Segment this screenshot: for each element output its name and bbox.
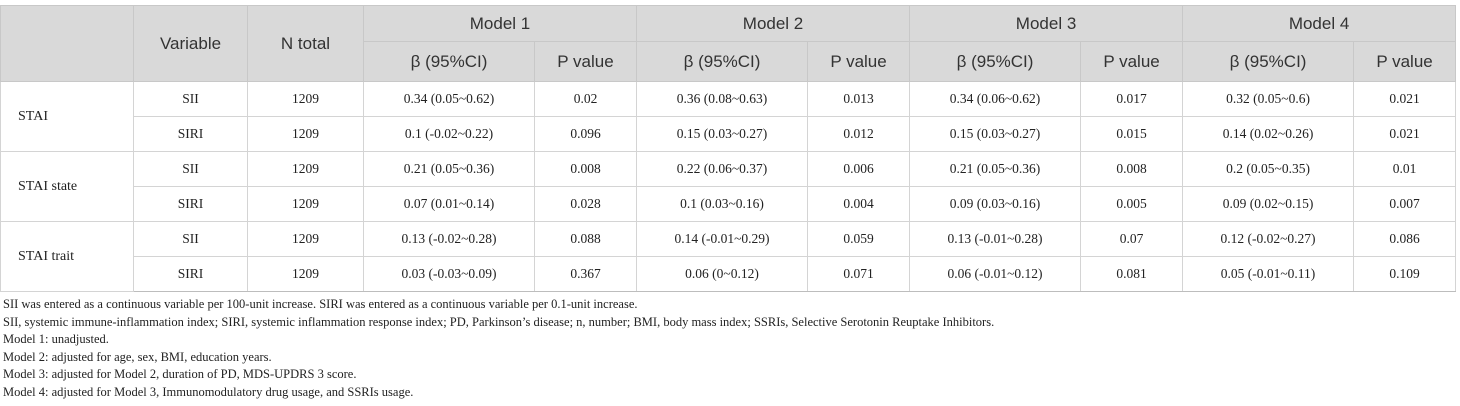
beta-cell: 0.36 (0.08~0.63) <box>636 81 809 117</box>
header-empty <box>0 5 134 82</box>
beta-cell: 0.06 (0~0.12) <box>636 256 809 292</box>
footnote-model-3: Model 3: adjusted for Model 2, duration … <box>3 367 357 382</box>
pvalue-cell: 0.081 <box>1080 256 1184 292</box>
beta-cell: 0.15 (0.03~0.27) <box>636 116 809 152</box>
results-table: Variable N total Model 1 Model 2 Model 3… <box>0 5 1457 292</box>
beta-cell: 0.34 (0.05~0.62) <box>363 81 535 117</box>
pvalue-cell: 0.071 <box>807 256 911 292</box>
pvalue-cell: 0.008 <box>533 151 638 187</box>
footnote-model-1: Model 1: unadjusted. <box>3 332 109 347</box>
beta-cell: 0.12 (-0.02~0.27) <box>1182 221 1355 257</box>
beta-cell: 0.34 (0.06~0.62) <box>909 81 1082 117</box>
pvalue-cell: 0.007 <box>1353 186 1457 222</box>
pvalue-cell: 0.028 <box>533 186 638 222</box>
header-model-4: Model 4 <box>1182 5 1457 42</box>
header-model-3: Model 3 <box>909 5 1184 42</box>
pvalue-cell: 0.01 <box>1353 151 1457 187</box>
pvalue-cell: 0.012 <box>807 116 911 152</box>
n-total-cell: 1209 <box>247 256 364 292</box>
beta-cell: 0.13 (-0.01~0.28) <box>909 221 1082 257</box>
pvalue-cell: 0.021 <box>1353 116 1457 152</box>
pvalue-cell: 0.367 <box>533 256 638 292</box>
pvalue-cell: 0.096 <box>533 116 638 152</box>
beta-cell: 0.14 (-0.01~0.29) <box>636 221 809 257</box>
pvalue-cell: 0.021 <box>1353 81 1457 117</box>
beta-cell: 0.03 (-0.03~0.09) <box>363 256 535 292</box>
beta-cell: 0.1 (-0.02~0.22) <box>363 116 535 152</box>
beta-cell: 0.07 (0.01~0.14) <box>363 186 535 222</box>
pvalue-cell: 0.013 <box>807 81 911 117</box>
beta-cell: 0.09 (0.02~0.15) <box>1182 186 1355 222</box>
pvalue-cell: 0.088 <box>533 221 638 257</box>
n-total-cell: 1209 <box>247 116 364 152</box>
footnote-abbreviations: SII, systemic immune-inflammation index;… <box>3 314 995 329</box>
pvalue-cell: 0.017 <box>1080 81 1184 117</box>
header-model-1: Model 1 <box>362 5 638 42</box>
variable-cell: SIRI <box>133 186 248 222</box>
group-label: STAI <box>0 81 134 152</box>
header-pvalue: P value <box>1353 41 1457 82</box>
variable-cell: SII <box>133 151 248 187</box>
table-row: STAI SII 1209 0.34 (0.05~0.62) 0.02 0.36… <box>0 81 1457 152</box>
table-footnotes: SII was entered as a continuous variable… <box>3 296 994 402</box>
pvalue-cell: 0.004 <box>807 186 911 222</box>
n-total-cell: 1209 <box>247 221 364 257</box>
n-total-cell: 1209 <box>247 81 364 117</box>
beta-cell: 0.21 (0.05~0.36) <box>909 151 1082 187</box>
footnote-units: SII was entered as a continuous variable… <box>3 297 638 311</box>
beta-cell: 0.21 (0.05~0.36) <box>363 151 535 187</box>
header-beta: β (95%CI) <box>636 41 809 82</box>
variable-cell: SII <box>133 81 248 117</box>
pvalue-cell: 0.059 <box>807 221 911 257</box>
group-label: STAI trait <box>0 221 134 292</box>
table-row: SIRI 1209 0.07 (0.01~0.14) 0.028 0.1 (0.… <box>1 186 1457 222</box>
header-variable: Variable <box>133 5 248 82</box>
header-pvalue: P value <box>533 41 638 82</box>
beta-cell: 0.13 (-0.02~0.28) <box>363 221 535 257</box>
beta-cell: 0.14 (0.02~0.26) <box>1182 116 1355 152</box>
pvalue-cell: 0.109 <box>1353 256 1457 292</box>
pvalue-cell: 0.008 <box>1080 151 1184 187</box>
table-row: SIRI 1209 0.03 (-0.03~0.09) 0.367 0.06 (… <box>1 256 1457 292</box>
beta-cell: 0.2 (0.05~0.35) <box>1182 151 1355 187</box>
beta-cell: 0.15 (0.03~0.27) <box>909 116 1082 152</box>
beta-cell: 0.05 (-0.01~0.11) <box>1182 256 1355 292</box>
header-n-total: N total <box>247 5 364 82</box>
header-pvalue: P value <box>1080 41 1184 82</box>
pvalue-cell: 0.02 <box>533 81 638 117</box>
variable-cell: SII <box>133 221 248 257</box>
pvalue-cell: 0.086 <box>1353 221 1457 257</box>
beta-cell: 0.06 (-0.01~0.12) <box>909 256 1082 292</box>
pvalue-cell: 0.005 <box>1080 186 1184 222</box>
table-row: SIRI 1209 0.1 (-0.02~0.22) 0.096 0.15 (0… <box>1 116 1457 152</box>
table-row: STAI trait SII 1209 0.13 (-0.02~0.28) 0.… <box>0 221 1457 292</box>
footnote-model-4: Model 4: adjusted for Model 3, Immunomod… <box>3 384 414 399</box>
variable-cell: SIRI <box>133 116 248 152</box>
n-total-cell: 1209 <box>247 186 364 222</box>
header-pvalue: P value <box>807 41 911 82</box>
n-total-cell: 1209 <box>247 151 364 187</box>
variable-cell: SIRI <box>133 256 248 292</box>
beta-cell: 0.09 (0.03~0.16) <box>909 186 1082 222</box>
beta-cell: 0.1 (0.03~0.16) <box>636 186 809 222</box>
beta-cell: 0.32 (0.05~0.6) <box>1182 81 1355 117</box>
header-beta: β (95%CI) <box>909 41 1082 82</box>
pvalue-cell: 0.015 <box>1080 116 1184 152</box>
group-label: STAI state <box>0 151 134 222</box>
pvalue-cell: 0.006 <box>807 151 911 187</box>
header-beta: β (95%CI) <box>1182 41 1355 82</box>
pvalue-cell: 0.07 <box>1080 221 1184 257</box>
header-model-2: Model 2 <box>636 5 911 42</box>
footnote-model-2: Model 2: adjusted for age, sex, BMI, edu… <box>3 349 272 364</box>
header-beta: β (95%CI) <box>363 41 535 82</box>
beta-cell: 0.22 (0.06~0.37) <box>636 151 809 187</box>
table-row: STAI state SII 1209 0.21 (0.05~0.36) 0.0… <box>0 151 1457 222</box>
